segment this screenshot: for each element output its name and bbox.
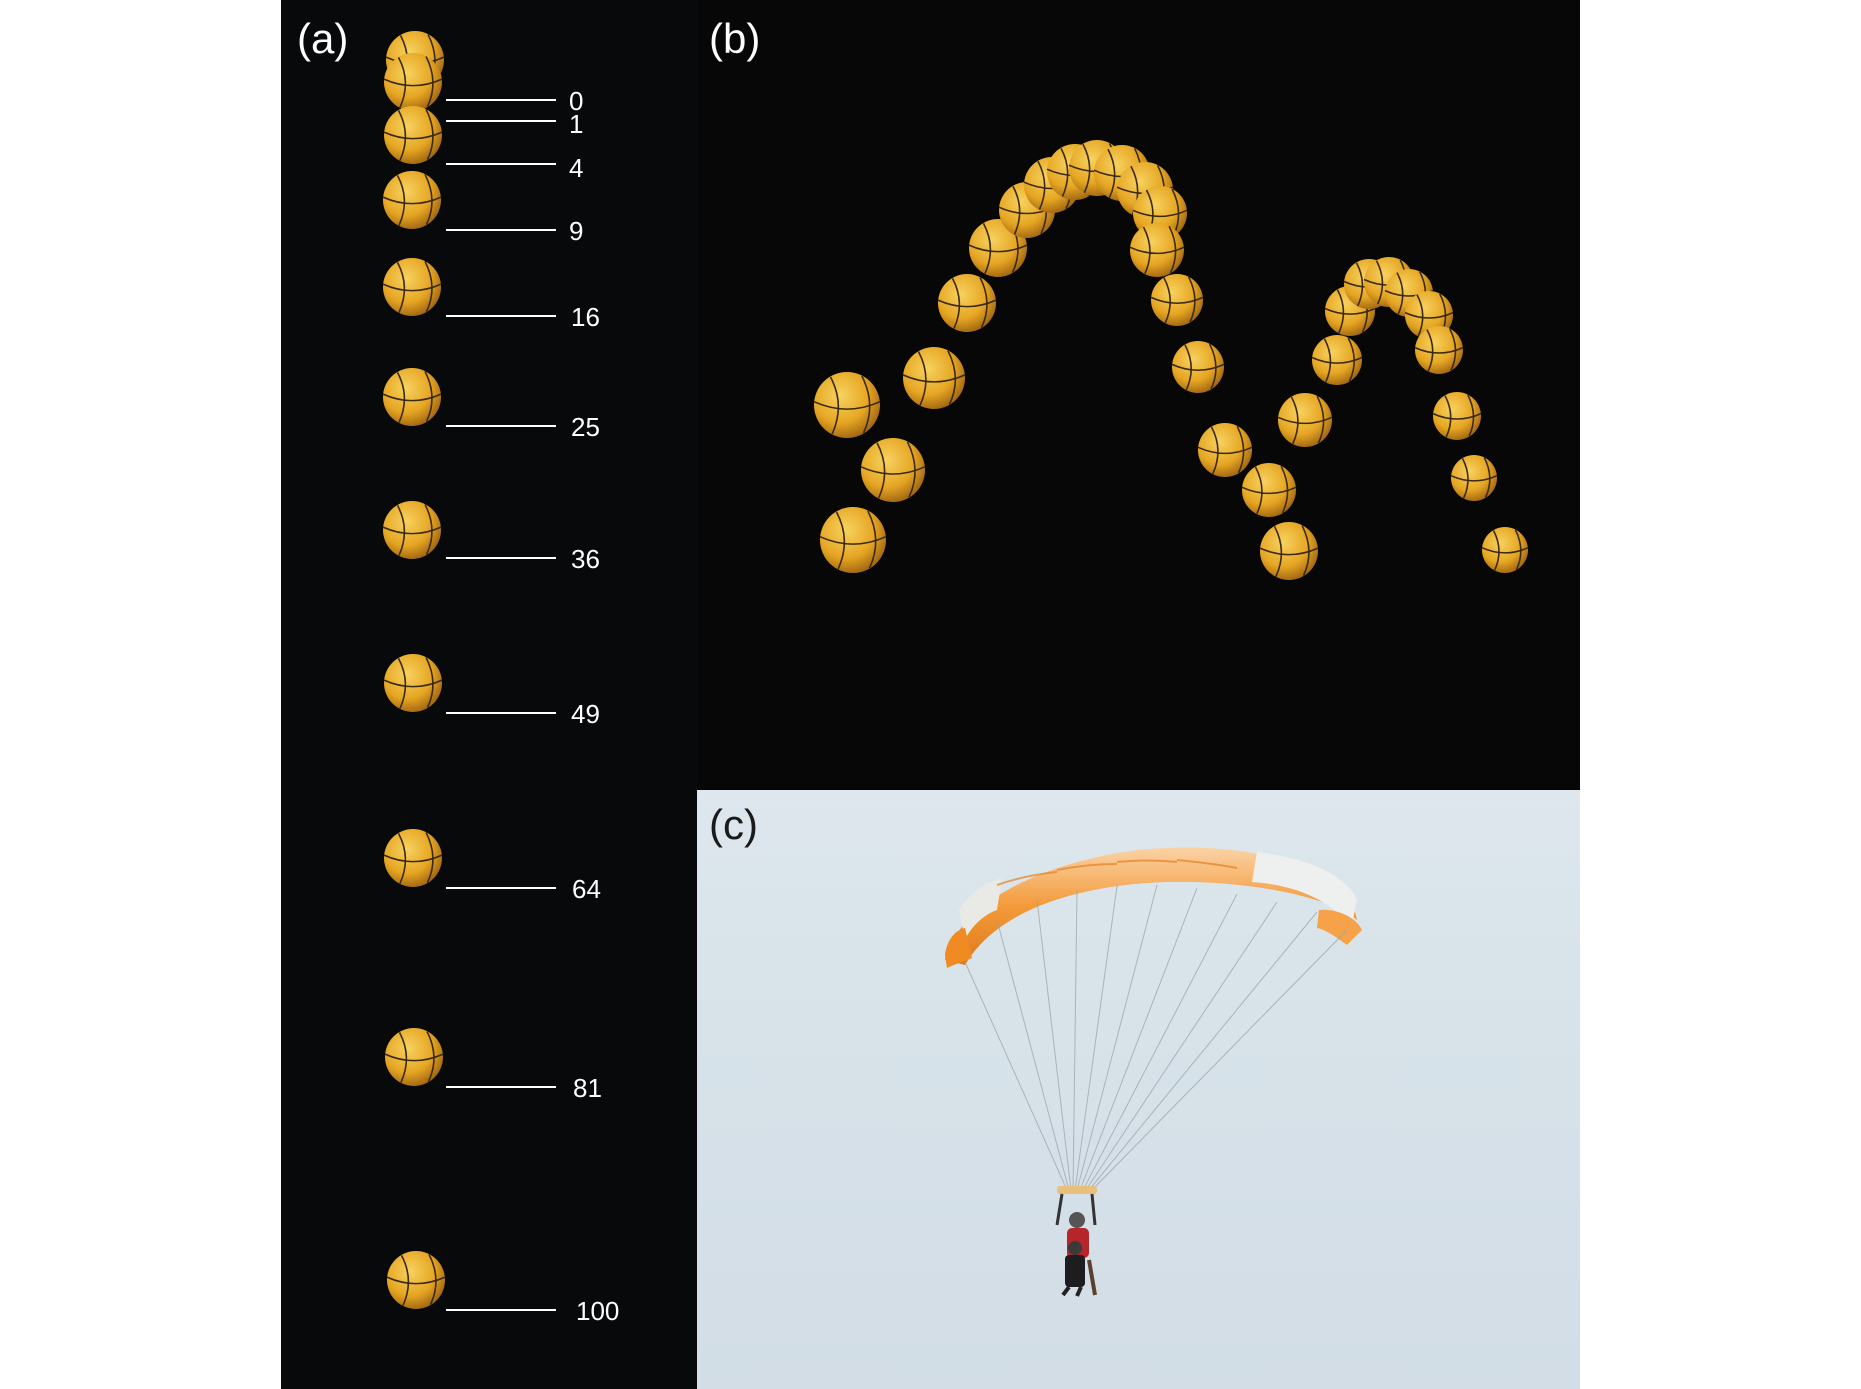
falling-ball bbox=[383, 654, 443, 712]
falling-ball bbox=[382, 501, 442, 559]
panel-c-label: (c) bbox=[709, 801, 758, 848]
panel-a-label: (a) bbox=[297, 15, 349, 62]
parachute-slider bbox=[1057, 1186, 1097, 1194]
bouncing-ball bbox=[1197, 423, 1253, 477]
bouncing-ball bbox=[1414, 326, 1464, 374]
distance-mark-label: 25 bbox=[571, 412, 600, 442]
suspension-lines bbox=[964, 884, 1348, 1191]
tandem-jumpers bbox=[1055, 1193, 1097, 1297]
falling-ball bbox=[382, 171, 442, 229]
bouncing-ball bbox=[1259, 522, 1319, 580]
panel-b-bouncing-ball: (b) bbox=[697, 0, 1580, 790]
bouncing-ball bbox=[860, 438, 926, 502]
falling-ball bbox=[386, 1251, 446, 1309]
bouncing-ball bbox=[813, 372, 881, 438]
bouncing-ball-strobe bbox=[813, 140, 1529, 580]
falling-ball bbox=[383, 829, 443, 887]
falling-ball bbox=[382, 368, 442, 426]
bouncing-ball bbox=[1150, 274, 1204, 326]
bouncing-ball bbox=[1241, 463, 1297, 517]
distance-mark-label: 16 bbox=[571, 302, 600, 332]
bouncing-ball bbox=[819, 507, 887, 573]
bouncing-ball bbox=[1277, 393, 1333, 447]
distance-mark-label: 36 bbox=[571, 544, 600, 574]
distance-mark-label: 4 bbox=[569, 153, 583, 183]
bouncing-ball bbox=[1171, 341, 1225, 393]
bouncing-ball bbox=[1450, 455, 1498, 501]
parachute-canopy bbox=[945, 847, 1362, 968]
panel-a-falling-ball: (a) 0 1 4 9 16 25 36 49 64 81 100 bbox=[281, 0, 697, 1389]
distance-mark-label: 1 bbox=[569, 109, 583, 139]
bouncing-ball bbox=[902, 347, 966, 409]
falling-ball bbox=[383, 53, 443, 111]
panel-c-parachute-photo: (c) bbox=[697, 790, 1580, 1389]
bouncing-ball bbox=[1129, 223, 1185, 277]
distance-mark-label: 0 bbox=[569, 86, 583, 116]
distance-mark-label: 9 bbox=[569, 216, 583, 246]
distance-mark-label: 64 bbox=[572, 874, 601, 904]
distance-mark-label: 81 bbox=[573, 1073, 602, 1103]
distance-mark-label: 100 bbox=[576, 1296, 619, 1326]
bouncing-ball bbox=[1481, 527, 1529, 573]
panel-b-label: (b) bbox=[709, 15, 761, 62]
distance-mark-label: 49 bbox=[571, 699, 600, 729]
parachute-image bbox=[945, 847, 1362, 1297]
falling-ball bbox=[383, 106, 443, 164]
bouncing-ball bbox=[1311, 335, 1363, 385]
falling-ball bbox=[382, 258, 442, 316]
falling-ball bbox=[384, 1028, 444, 1086]
bouncing-ball bbox=[1432, 392, 1482, 440]
bouncing-ball bbox=[937, 274, 997, 332]
